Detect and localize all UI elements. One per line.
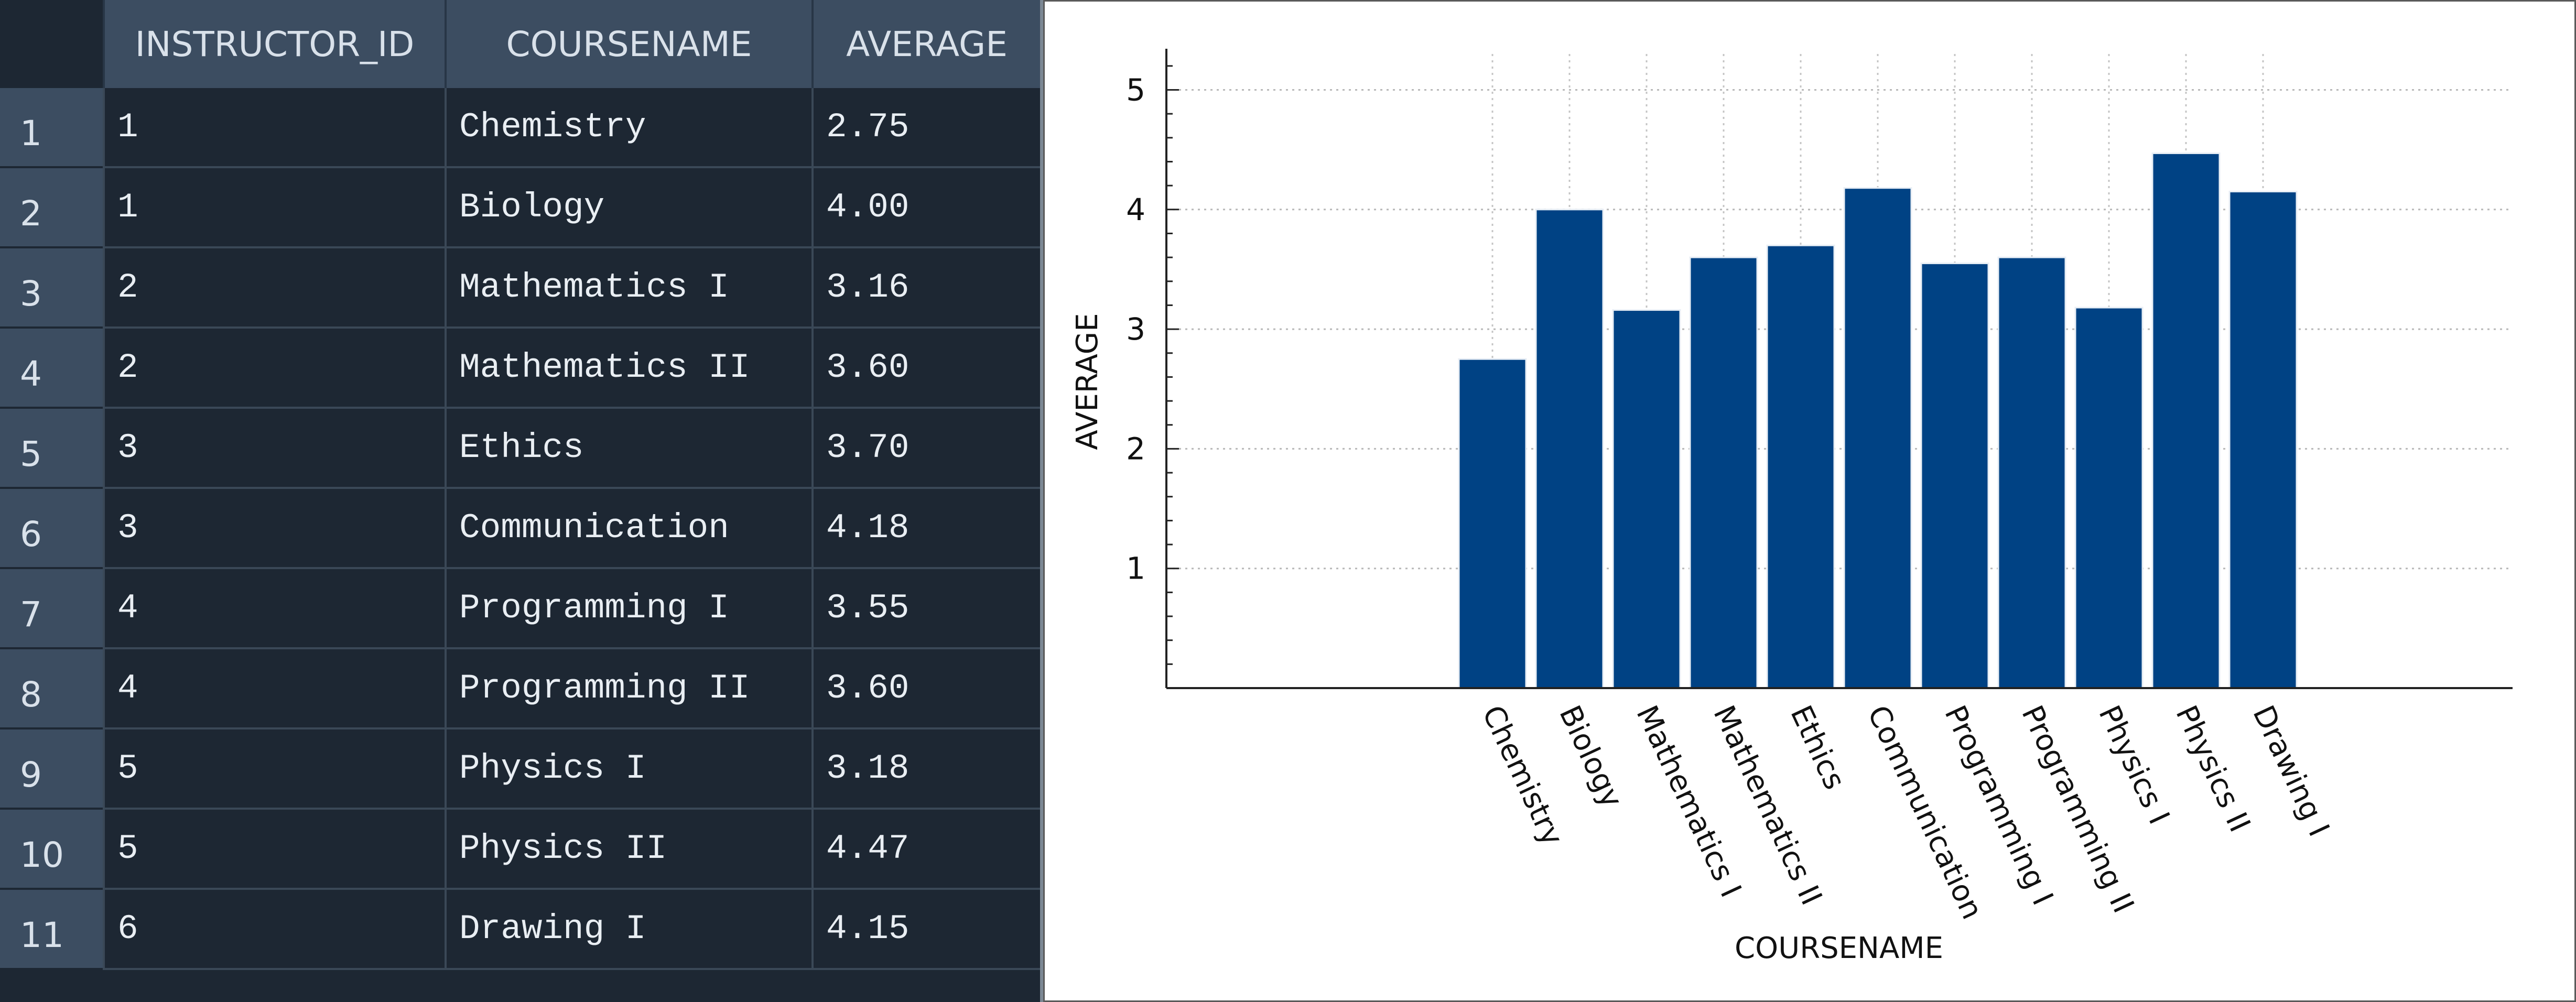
y-axis-title: AVERAGE	[1070, 313, 1105, 450]
cell-instructor-id[interactable]: 1	[103, 168, 445, 248]
cell-coursename[interactable]: Programming I	[445, 569, 811, 649]
cell-average[interactable]: 4.15	[811, 890, 1040, 970]
cell-coursename[interactable]: Drawing I	[445, 890, 811, 970]
cell-instructor-id[interactable]: 2	[103, 329, 445, 409]
cell-coursename[interactable]: Mathematics II	[445, 329, 811, 409]
cell-coursename[interactable]: Physics I	[445, 729, 811, 810]
row-number[interactable]: 9	[0, 729, 103, 810]
column-header-instructor-id[interactable]: INSTRUCTOR_ID	[103, 0, 445, 88]
y-tick-label: 5	[1126, 72, 1145, 107]
x-tick-label: Biology	[1552, 700, 1629, 813]
bar-2	[1612, 309, 1681, 689]
y-tick-label: 2	[1126, 431, 1145, 466]
result-grid: INSTRUCTOR_ID COURSENAME AVERAGE 1 1 Chemi…	[0, 0, 1043, 1002]
cell-average[interactable]: 3.16	[811, 248, 1040, 329]
bar-7	[1997, 256, 2066, 689]
y-tick-label: 1	[1126, 551, 1145, 586]
cell-instructor-id[interactable]: 3	[103, 409, 445, 489]
cell-average[interactable]: 3.70	[811, 409, 1040, 489]
row-number[interactable]: 4	[0, 329, 103, 409]
cell-instructor-id[interactable]: 6	[103, 890, 445, 970]
cell-coursename[interactable]: Programming II	[445, 649, 811, 729]
chart-panel: 1 2 3 4 5 Chemistry Biology Mathematics I Mathem…	[1043, 0, 2576, 1002]
cell-instructor-id[interactable]: 5	[103, 810, 445, 890]
row-number[interactable]: 2	[0, 168, 103, 248]
row-number[interactable]: 1	[0, 88, 103, 168]
y-tick-label: 3	[1126, 311, 1145, 347]
row-number[interactable]: 3	[0, 248, 103, 329]
row-number[interactable]: 5	[0, 409, 103, 489]
x-axis-title: COURSENAME	[1735, 931, 1943, 965]
x-tick-label: Ethics	[1783, 700, 1852, 794]
cell-average[interactable]: 4.47	[811, 810, 1040, 890]
row-number[interactable]: 10	[0, 810, 103, 890]
bar-5	[1843, 187, 1912, 689]
cell-coursename[interactable]: Biology	[445, 168, 811, 248]
x-tick-label: Chemistry	[1475, 700, 1570, 851]
cell-average[interactable]: 4.00	[811, 168, 1040, 248]
bar-0	[1458, 358, 1527, 689]
row-number[interactable]: 7	[0, 569, 103, 649]
x-tick-label: Physics I	[2092, 700, 2176, 829]
bar-6	[1920, 263, 1989, 689]
x-tick-label: Drawing I	[2246, 700, 2336, 842]
cell-coursename[interactable]: Communication	[445, 489, 811, 569]
column-header-average[interactable]: AVERAGE	[811, 0, 1040, 88]
bar-4	[1766, 244, 1835, 689]
cell-average[interactable]: 3.60	[811, 329, 1040, 409]
x-tick-label: Physics II	[2169, 700, 2257, 837]
bar-9	[2151, 152, 2221, 689]
cell-coursename[interactable]: Physics II	[445, 810, 811, 890]
bar-3	[1689, 256, 1758, 689]
cell-instructor-id[interactable]: 3	[103, 489, 445, 569]
cell-average[interactable]: 3.18	[811, 729, 1040, 810]
cell-average[interactable]: 3.60	[811, 649, 1040, 729]
cell-instructor-id[interactable]: 1	[103, 88, 445, 168]
cell-average[interactable]: 3.55	[811, 569, 1040, 649]
cell-average[interactable]: 4.18	[811, 489, 1040, 569]
grid-corner-cell[interactable]	[0, 0, 103, 88]
cell-instructor-id[interactable]: 4	[103, 649, 445, 729]
cell-instructor-id[interactable]: 2	[103, 248, 445, 329]
cell-instructor-id[interactable]: 4	[103, 569, 445, 649]
bar-8	[2074, 307, 2144, 689]
row-number[interactable]: 8	[0, 649, 103, 729]
bar-10	[2228, 191, 2298, 689]
column-header-coursename[interactable]: COURSENAME	[445, 0, 811, 88]
row-number[interactable]: 6	[0, 489, 103, 569]
y-tick-label: 4	[1126, 192, 1145, 227]
cell-coursename[interactable]: Mathematics I	[445, 248, 811, 329]
bar-1	[1535, 209, 1604, 689]
cell-instructor-id[interactable]: 5	[103, 729, 445, 810]
cell-coursename[interactable]: Ethics	[445, 409, 811, 489]
cell-average[interactable]: 2.75	[811, 88, 1040, 168]
row-number[interactable]: 11	[0, 890, 103, 970]
cell-coursename[interactable]: Chemistry	[445, 88, 811, 168]
